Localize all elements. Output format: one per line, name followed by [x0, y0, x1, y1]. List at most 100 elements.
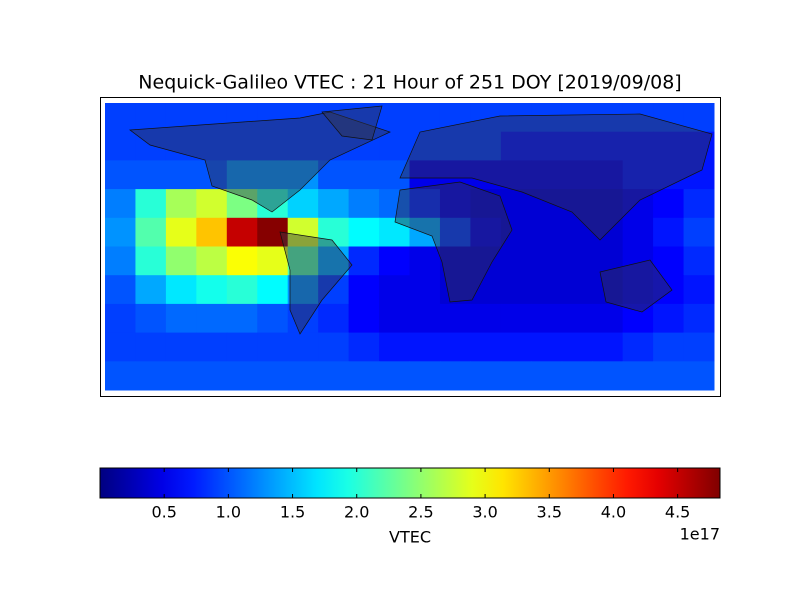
heat-cell — [379, 332, 410, 362]
heat-cell — [470, 275, 502, 305]
colorbar-label: VTEC — [389, 528, 431, 547]
heat-cell — [439, 189, 471, 219]
heat-cell — [500, 332, 532, 362]
heat-cell — [135, 103, 167, 133]
heat-cell — [653, 332, 685, 362]
heat-cell — [531, 131, 563, 161]
colorbar-tick-label: 3.5 — [537, 503, 562, 522]
heat-cell — [439, 275, 471, 305]
heat-cell — [105, 160, 136, 190]
colorbar-tick-label: 2.0 — [344, 503, 369, 522]
heat-cell — [500, 361, 532, 391]
heat-cell — [318, 332, 350, 362]
heat-cell — [226, 217, 258, 247]
heat-cell — [226, 189, 258, 219]
heat-cell — [287, 246, 319, 276]
heat-cell — [257, 303, 289, 334]
heat-cell — [348, 160, 380, 190]
heat-cell — [165, 246, 197, 276]
heat-cell — [287, 160, 319, 190]
heat-cell — [653, 189, 685, 219]
heat-cell — [257, 103, 289, 133]
heat-cell — [439, 131, 471, 161]
heat-cell — [257, 160, 289, 190]
heat-cell — [348, 303, 380, 334]
heat-cell — [470, 189, 502, 219]
heat-cell — [348, 131, 380, 161]
heat-cell — [622, 189, 654, 219]
heat-cell — [561, 160, 593, 190]
heat-cell — [592, 131, 624, 161]
heat-cell — [683, 246, 715, 276]
heat-cell — [439, 246, 471, 276]
heat-cell — [409, 332, 441, 362]
heat-cell — [470, 131, 502, 161]
heat-cell — [379, 246, 410, 276]
heat-cell — [500, 131, 532, 161]
heat-cell — [653, 131, 685, 161]
heat-cell — [409, 217, 441, 247]
heat-cell — [379, 131, 410, 161]
heat-cell — [653, 361, 685, 391]
heat-cell — [409, 189, 441, 219]
colorbar-tick-label: 1.0 — [216, 503, 241, 522]
heat-cell — [257, 361, 289, 391]
heat-cell — [348, 275, 380, 305]
australia — [599, 259, 673, 313]
north-america — [129, 111, 391, 213]
heat-cell — [622, 246, 654, 276]
heat-cell — [561, 332, 593, 362]
heat-cell — [287, 361, 319, 391]
heat-cell — [379, 189, 410, 219]
heat-cell — [470, 217, 502, 247]
heat-cell — [105, 217, 136, 247]
heat-cell — [105, 361, 136, 391]
heat-cell — [379, 160, 410, 190]
colorbar-tick-label: 2.5 — [408, 503, 433, 522]
heat-cell — [531, 103, 563, 133]
heat-cell — [653, 303, 685, 334]
heat-cell — [379, 361, 410, 391]
heat-cell — [196, 275, 228, 305]
heat-cell — [226, 303, 258, 334]
heat-cell — [561, 275, 593, 305]
heat-cell — [226, 131, 258, 161]
heat-cell — [561, 303, 593, 334]
heat-cell — [409, 131, 441, 161]
chart-title: Nequick-Galileo VTEC : 21 Hour of 251 DO… — [138, 72, 681, 94]
heat-cell — [135, 361, 167, 391]
heat-cell — [135, 303, 167, 334]
heat-cell — [257, 246, 289, 276]
heat-cell — [653, 275, 685, 305]
heat-cell — [287, 131, 319, 161]
heat-cell — [348, 332, 380, 362]
heat-cell — [622, 361, 654, 391]
greenland — [321, 105, 383, 141]
heat-cell — [135, 275, 167, 305]
heat-cell — [439, 303, 471, 334]
heat-cell — [196, 332, 228, 362]
heat-cell — [105, 332, 136, 362]
colorbar-tick-label: 4.5 — [665, 503, 690, 522]
heat-cell — [409, 303, 441, 334]
heat-cell — [500, 160, 532, 190]
heat-cell — [105, 131, 136, 161]
heat-cell — [622, 160, 654, 190]
heat-cell — [409, 275, 441, 305]
heat-cell — [226, 332, 258, 362]
heat-cell — [592, 303, 624, 334]
heat-cell — [196, 217, 228, 247]
heat-cell — [683, 189, 715, 219]
heat-cell — [470, 303, 502, 334]
heat-cell — [500, 275, 532, 305]
south-america — [279, 231, 353, 335]
heat-cell — [196, 189, 228, 219]
heat-cell — [592, 160, 624, 190]
heat-cell — [348, 246, 380, 276]
heat-cell — [500, 103, 532, 133]
heat-cell — [226, 275, 258, 305]
heat-cell — [683, 275, 715, 305]
heat-cell — [226, 103, 258, 133]
heat-cell — [135, 217, 167, 247]
